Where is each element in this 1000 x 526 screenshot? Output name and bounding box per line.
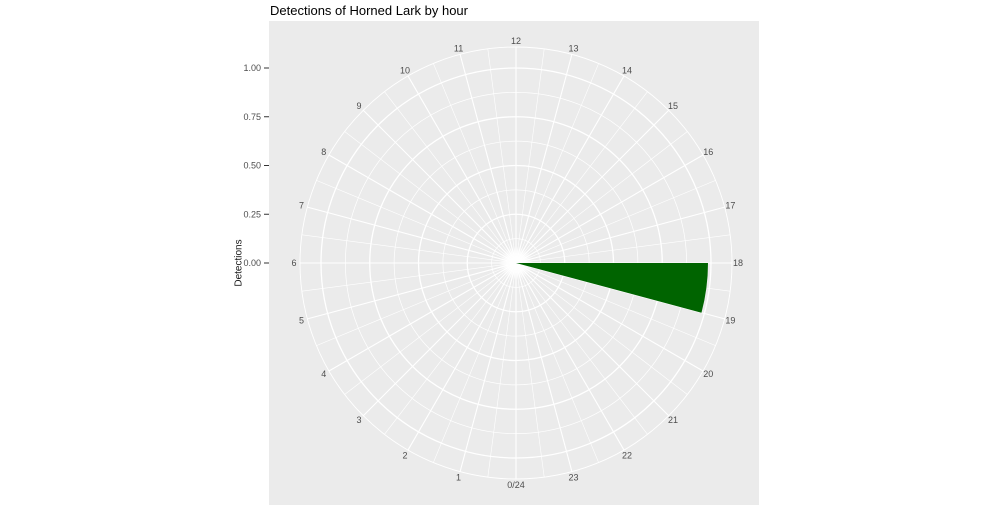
half-hour-spoke-19.5 [515,262,716,346]
half-hour-spoke-0.5 [487,262,517,478]
half-hour-spoke-9.5 [384,91,517,264]
hour-spoke-1 [459,262,517,472]
hour-spoke-4 [328,262,517,372]
half-hour-spoke-7.5 [316,180,517,264]
half-hour-spoke-21.5 [515,262,648,435]
hour-spoke-8 [328,154,517,264]
hour-label-12: 12 [511,36,521,46]
half-hour-spoke-13.5 [515,63,599,264]
half-hour-spoke-23.5 [515,262,545,478]
hour-label-23: 23 [568,472,578,482]
hour-spoke-16 [515,154,704,264]
hour-label-22: 22 [622,450,632,460]
hour-label-20: 20 [703,369,713,379]
hour-label-4: 4 [321,369,326,379]
hour-label-17: 17 [725,201,735,211]
hour-label-11: 11 [454,44,463,54]
hour-spoke-5 [307,262,517,320]
hour-spoke-14 [515,75,625,264]
hour-label-7: 7 [299,201,304,211]
hour-spoke-3 [362,262,517,417]
bar-hour-18 [516,263,708,313]
half-hour-spoke-8.5 [344,131,517,264]
hour-spoke-13 [515,54,573,264]
hour-label-19: 19 [725,315,735,325]
hour-spoke-2 [407,262,517,451]
half-hour-spoke-14.5 [515,91,648,264]
hour-spoke-17 [515,206,725,264]
hour-axis-labels: 0/24123456789101112131415161718192021222… [291,36,743,490]
half-hour-spoke-3.5 [344,262,517,395]
hour-spoke-20 [515,262,704,372]
hour-spoke-9 [362,109,517,264]
half-hour-spoke-10.5 [433,63,517,264]
y-tick-label-0.00: 0.00 [243,258,261,268]
half-hour-spoke-20.5 [515,262,688,395]
y-axis-ticks: 0.00 0.25 0.50 0.75 1.00 [243,63,269,268]
hour-label-0/24: 0/24 [507,480,525,490]
half-hour-spoke-12.5 [515,48,545,264]
hour-label-13: 13 [568,44,578,54]
chart-title: Detections of Horned Lark by hour [270,3,468,18]
hour-label-21: 21 [668,415,678,425]
hour-label-6: 6 [291,258,296,268]
hour-label-18: 18 [733,258,743,268]
half-hour-spoke-4.5 [316,262,517,346]
hour-label-9: 9 [357,101,362,111]
hour-label-3: 3 [357,415,362,425]
half-hour-spoke-2.5 [384,262,517,435]
angular-gridlines [300,47,732,479]
y-tick-label-0.75: 0.75 [243,112,261,122]
hour-label-1: 1 [456,472,461,482]
half-hour-spoke-17.5 [515,234,731,264]
hour-label-16: 16 [703,147,713,157]
hour-label-8: 8 [321,147,326,157]
half-hour-spoke-15.5 [515,131,688,264]
hour-label-2: 2 [402,450,407,460]
half-hour-spoke-22.5 [515,262,599,463]
hour-label-5: 5 [299,315,304,325]
half-hour-spoke-16.5 [515,180,716,264]
hour-spoke-21 [515,262,670,417]
half-hour-spoke-5.5 [301,262,517,292]
hour-spoke-22 [515,262,625,451]
y-tick-label-0.25: 0.25 [243,209,261,219]
bar-wedges [516,263,708,313]
y-tick-label-0.50: 0.50 [243,161,261,171]
hour-spoke-23 [515,262,573,472]
hour-spoke-10 [407,75,517,264]
hour-label-10: 10 [400,66,410,76]
half-hour-spoke-11.5 [487,48,517,264]
hour-spoke-15 [515,109,670,264]
hour-spoke-7 [307,206,517,264]
half-hour-spoke-1.5 [433,262,517,463]
y-tick-label-1.00: 1.00 [243,63,261,73]
hour-label-15: 15 [668,101,678,111]
hour-spoke-11 [459,54,517,264]
half-hour-spoke-6.5 [301,234,517,264]
hour-label-14: 14 [622,66,632,76]
